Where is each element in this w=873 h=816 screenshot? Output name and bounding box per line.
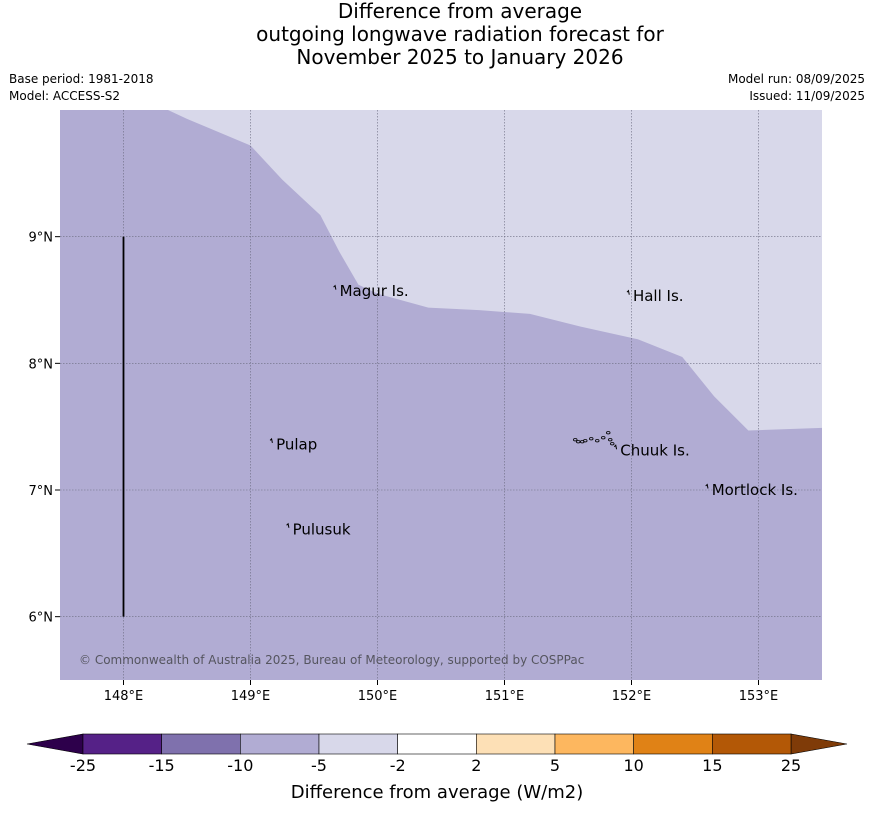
colorbar-extend-high [790, 733, 848, 755]
colorbar-tick-label: -2 [390, 756, 406, 775]
lat-tick-label: 9°N [29, 231, 54, 246]
colorbar-segment [554, 733, 634, 755]
lon-tick-label: 148°E [104, 689, 144, 704]
meta-left: Base period: 1981-2018 Model: ACCESS-S2 [9, 71, 154, 105]
island-icon [705, 483, 709, 489]
colorbar-tick-label: -15 [149, 756, 175, 775]
place-label: Chuuk Is. [620, 442, 689, 460]
colorbar-tick-label: -5 [311, 756, 327, 775]
island-icon [333, 284, 337, 290]
islet-icon [610, 442, 615, 446]
place-label: Magur Is. [340, 282, 409, 300]
islet-icon [595, 439, 600, 443]
chart-title: Difference from average outgoing longwav… [0, 0, 873, 69]
lon-tick-label: 152°E [612, 689, 652, 704]
title-line-3: November 2025 to January 2026 [296, 45, 624, 69]
model-text: Model: ACCESS-S2 [9, 89, 121, 103]
colorbar-segment [240, 733, 320, 755]
lon-tick-label: 153°E [739, 689, 779, 704]
island-icon [626, 289, 630, 295]
place-labels: Magur Is. Hall Is. Pulap Chuuk Is. Mortlock … [276, 282, 798, 538]
base-period-text: Base period: 1981-2018 [9, 72, 154, 86]
colorbar-tick-label: -10 [227, 756, 253, 775]
colorbar-tick-label: 2 [471, 756, 481, 775]
lat-tick-label: 6°N [29, 611, 54, 626]
colorbar-tick-label: 15 [702, 756, 722, 775]
islet-icon [589, 437, 594, 441]
colorbar-segment [161, 733, 241, 755]
axis-ticks: 148°E 149°E 150°E 151°E 152°E 153°E 9°N 8°N 7°N 6… [29, 231, 779, 704]
title-line-1: Difference from average [337, 0, 583, 23]
colorbar: -25 -15 -10 -5 -2 2 5 10 15 25 [26, 733, 848, 775]
colorbar-tick-label: -25 [70, 756, 96, 775]
meta-right: Model run: 08/09/2025 Issued: 11/09/2025 [728, 71, 865, 105]
colorbar-segment [633, 733, 713, 755]
colorbar-tick-label: 5 [550, 756, 560, 775]
islet-icon [601, 436, 606, 440]
island-icon [286, 522, 290, 528]
lon-tick-label: 151°E [485, 689, 525, 704]
island-markers [269, 284, 709, 528]
colorbar-segment [318, 733, 398, 755]
colorbar-segment [712, 733, 792, 755]
issued-text: Issued: 11/09/2025 [749, 89, 865, 103]
island-icon [613, 444, 618, 450]
lat-tick-label: 7°N [29, 484, 54, 499]
colorbar-segment [397, 733, 477, 755]
colorbar-extend-low [26, 733, 84, 755]
colorbar-tick-label: 25 [781, 756, 801, 775]
map-panel: Magur Is. Hall Is. Pulap Chuuk Is. Mortlock … [60, 110, 822, 680]
colorbar-label: Difference from average (W/m2) [291, 782, 583, 803]
place-label: Pulap [276, 435, 317, 453]
islet-icon [608, 438, 613, 442]
place-label: Hall Is. [633, 287, 684, 305]
copyright-text: © Commonwealth of Australia 2025, Bureau… [79, 653, 584, 667]
lon-tick-label: 150°E [358, 689, 398, 704]
lat-tick-label: 8°N [29, 357, 54, 372]
colorbar-tick-label: 10 [623, 756, 643, 775]
anomaly-region-upper [167, 110, 822, 431]
islet-icon [573, 438, 578, 442]
islet-icon [606, 431, 611, 435]
model-run-text: Model run: 08/09/2025 [727, 72, 865, 86]
islet-icon [583, 439, 588, 443]
place-label: Pulusuk [293, 520, 351, 538]
lon-tick-label: 149°E [231, 689, 271, 704]
colorbar-segment [476, 733, 556, 755]
colorbar-segment [82, 733, 162, 755]
place-label: Mortlock Is. [712, 481, 798, 499]
island-icon [269, 437, 273, 443]
title-line-2: outgoing longwave radiation forecast for [256, 22, 664, 46]
